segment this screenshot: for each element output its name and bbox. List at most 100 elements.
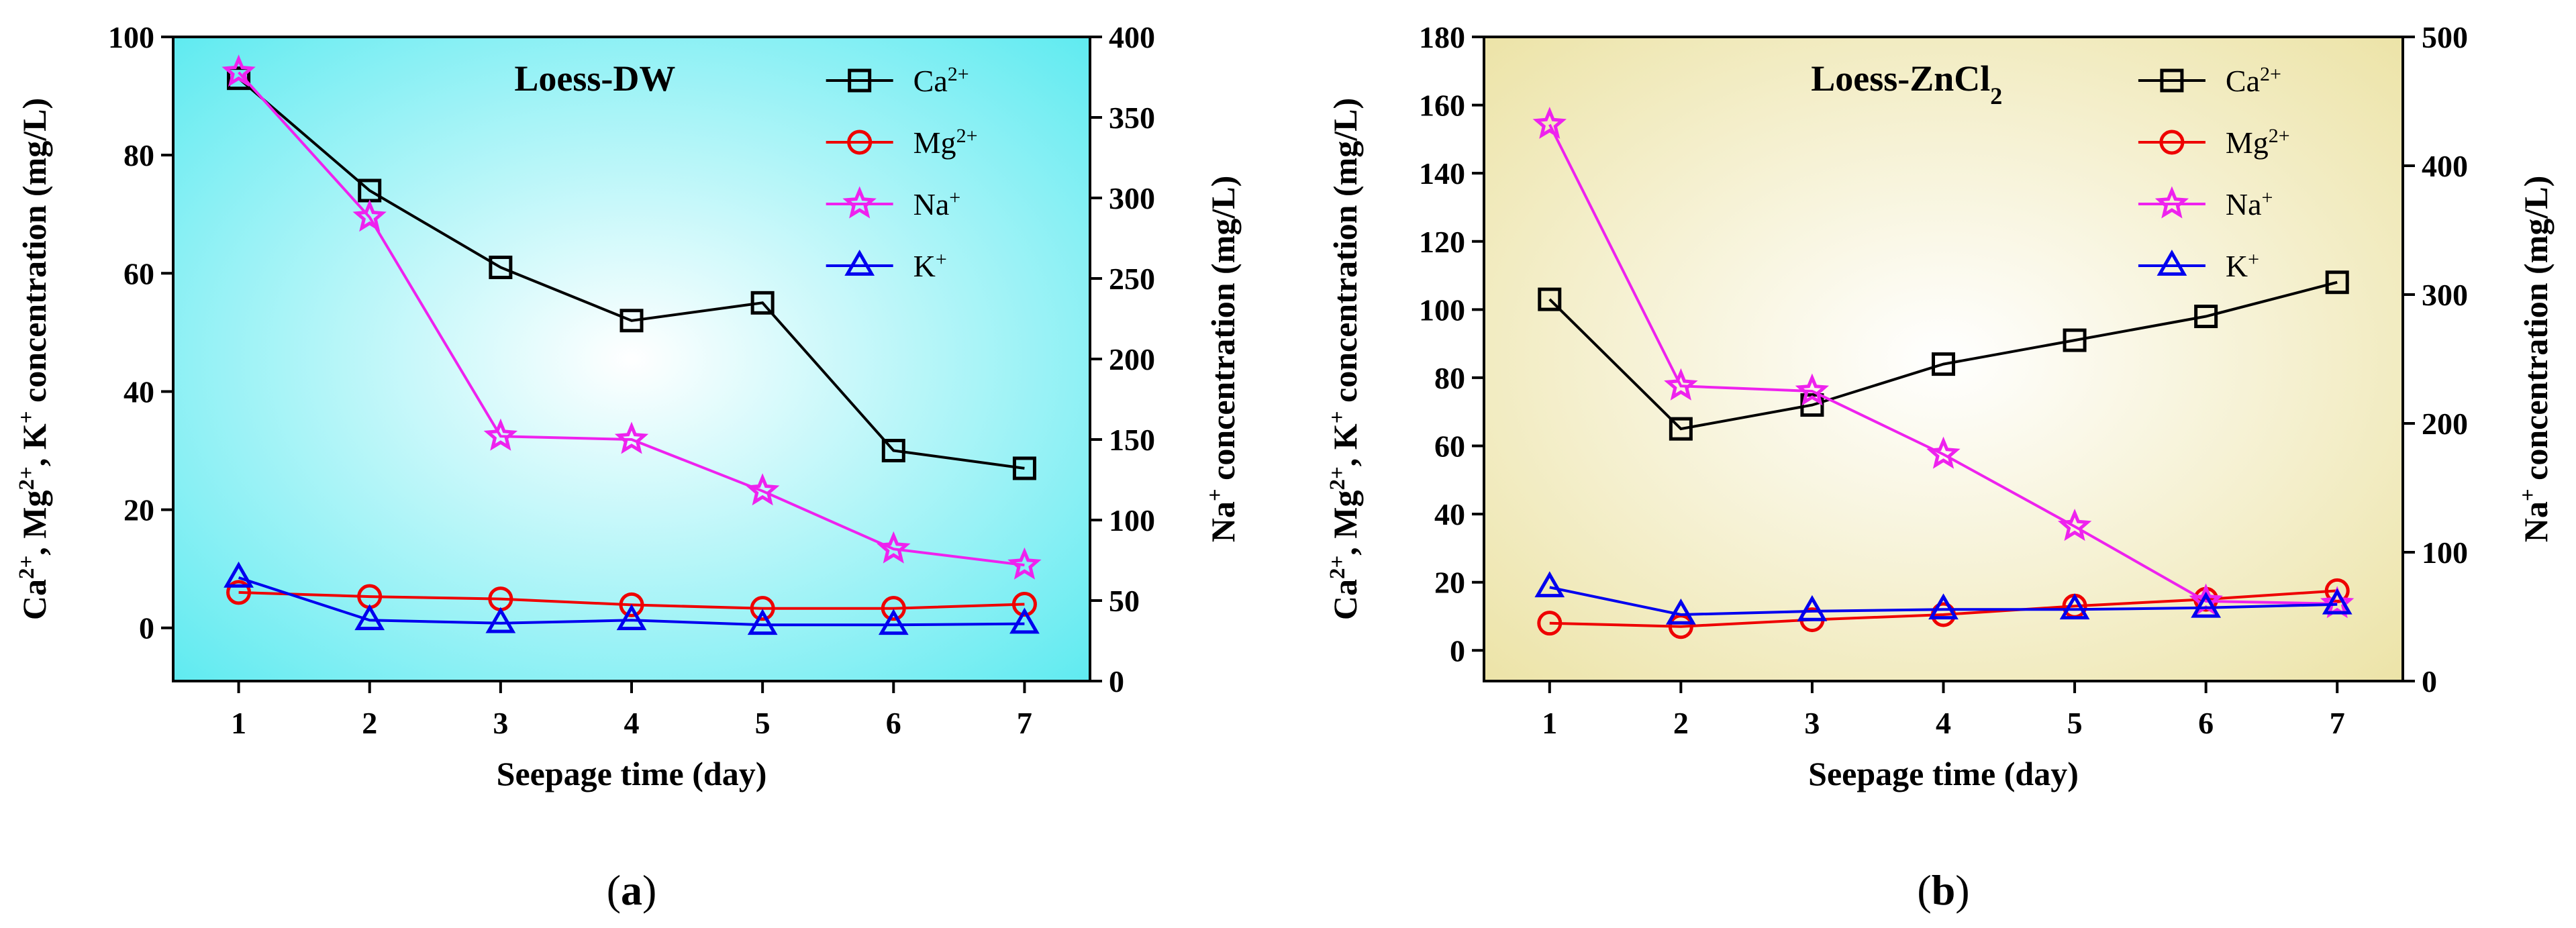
data-point-na (1532, 107, 1567, 139)
series-line-ca (238, 77, 1025, 470)
y-right-tick-label: 400 (1109, 20, 1155, 54)
legend-marker (2160, 68, 2184, 93)
legend-label: K+ (913, 248, 947, 284)
y-left-tick-label: 80 (123, 138, 154, 172)
x-tick-label: 1 (1542, 706, 1557, 740)
data-point-ca (750, 291, 775, 315)
y-right-tick-label: 400 (2422, 149, 2468, 183)
data-point-k (1797, 595, 1828, 621)
y-left-axis-title: Ca2+, Mg2+, K+ concentration (mg/L) (15, 98, 53, 620)
data-point-ca (1932, 352, 1955, 376)
data-point-na (1926, 436, 1961, 469)
panel-caption: (a) (607, 866, 657, 914)
x-tick-label: 2 (1673, 706, 1689, 740)
y-left-tick-label: 40 (1434, 497, 1465, 531)
y-left-tick-label: 100 (1419, 293, 1465, 327)
data-point-k (1665, 598, 1696, 625)
legend-label: K+ (2226, 248, 2259, 284)
legend-item-ca: Ca2+ (826, 63, 969, 99)
data-point-k (878, 609, 909, 635)
data-point-ca (1538, 287, 1562, 311)
y-left-tick-label: 160 (1419, 89, 1465, 123)
data-point-mg (1011, 592, 1037, 617)
legend-label: Mg2+ (2226, 125, 2290, 160)
x-tick-label: 7 (2330, 706, 2345, 740)
x-tick-label: 4 (1936, 706, 1951, 740)
x-tick-label: 6 (2198, 706, 2214, 740)
data-point-k (616, 604, 647, 631)
y-left-tick-label: 60 (123, 256, 154, 291)
data-point-k (1928, 593, 1959, 620)
series-ca (227, 66, 1036, 480)
y-left-tick-label: 40 (123, 374, 154, 409)
y-left-tick-label: 0 (1450, 633, 1465, 668)
y-right-tick-label: 150 (1109, 423, 1155, 457)
y-right-tick-label: 100 (2422, 535, 2468, 570)
series-k (1534, 571, 2352, 625)
y-left-axis-title: Ca2+, Mg2+, K+ concentration (mg/L) (1326, 98, 1364, 620)
series-line-k (1549, 586, 2338, 617)
data-point-na (1795, 373, 1830, 406)
legend-marker (2159, 130, 2185, 155)
data-point-ca (1012, 456, 1036, 480)
legend-label: Na+ (913, 187, 961, 222)
y-right-axis-title: Na+ concentration (mg/L) (1203, 176, 1242, 543)
y-left-tick-label: 140 (1419, 156, 1465, 191)
y-right-tick-label: 300 (2422, 278, 2468, 312)
data-point-mg (2324, 578, 2350, 603)
y-left-tick-label: 60 (1434, 429, 1465, 464)
x-tick-label: 5 (2067, 706, 2083, 740)
chart-panel-a: 1 2 3 4 5 6 7 0 20 40 60 80 100 0 50 100 150 200 250 300 350… (15, 20, 1242, 914)
y-right-tick-label: 50 (1109, 584, 1140, 618)
y-left-tick-label: 0 (139, 611, 154, 646)
data-point-na (483, 418, 518, 451)
x-tick-label: 5 (755, 706, 771, 740)
y-right-tick-label: 200 (2422, 407, 2468, 441)
chart-title: Loess-ZnCl2 (1811, 58, 2002, 109)
chart-title: Loess-DW (514, 58, 675, 99)
data-point-na (745, 473, 780, 506)
legend-label: Ca2+ (913, 63, 969, 99)
series-line-ca (1548, 280, 2338, 431)
data-point-mg (226, 580, 252, 605)
data-point-na (614, 421, 649, 454)
data-point-ca (2063, 328, 2087, 352)
y-right-tick-label: 200 (1109, 342, 1155, 376)
data-point-k (354, 604, 385, 631)
legend-item-k: K+ (826, 248, 947, 284)
series-line-na (238, 71, 1025, 567)
data-point-na (2057, 509, 2092, 542)
legend-item-mg: Mg2+ (2138, 125, 2290, 160)
legend: Ca2+ Mg2+ Na+ K+ (826, 63, 977, 284)
series-line-k (238, 576, 1025, 627)
data-point-k (224, 561, 254, 588)
data-point-na (352, 199, 387, 232)
data-point-k (485, 607, 516, 633)
data-point-mg (1537, 611, 1563, 636)
y-left-tick-label: 180 (1419, 20, 1465, 54)
legend-item-na: Na+ (826, 186, 961, 222)
data-point-na (221, 54, 256, 87)
legend-marker (848, 68, 872, 93)
y-right-tick-label: 100 (1109, 503, 1155, 537)
y-left-tick-label: 20 (123, 493, 154, 527)
legend-label: Na+ (2226, 187, 2273, 222)
x-tick-label: 6 (886, 706, 901, 740)
data-point-ca (2325, 270, 2349, 295)
legend-marker (842, 186, 877, 219)
data-point-k (2191, 591, 2222, 618)
x-tick-label: 4 (624, 706, 640, 740)
data-point-na (2320, 586, 2355, 619)
y-right-tick-label: 0 (1109, 664, 1124, 699)
data-point-ca (489, 255, 513, 279)
data-point-na (1007, 547, 1042, 580)
data-point-na (1664, 368, 1698, 401)
x-axis-title: Seepage time (day) (1808, 755, 2079, 792)
legend-marker (844, 249, 875, 276)
data-point-k (2059, 593, 2090, 620)
x-tick-label: 3 (493, 706, 508, 740)
x-axis-title: Seepage time (day) (497, 755, 767, 792)
y-right-tick-label: 500 (2422, 20, 2468, 54)
y-left-tick-label: 20 (1434, 566, 1465, 600)
